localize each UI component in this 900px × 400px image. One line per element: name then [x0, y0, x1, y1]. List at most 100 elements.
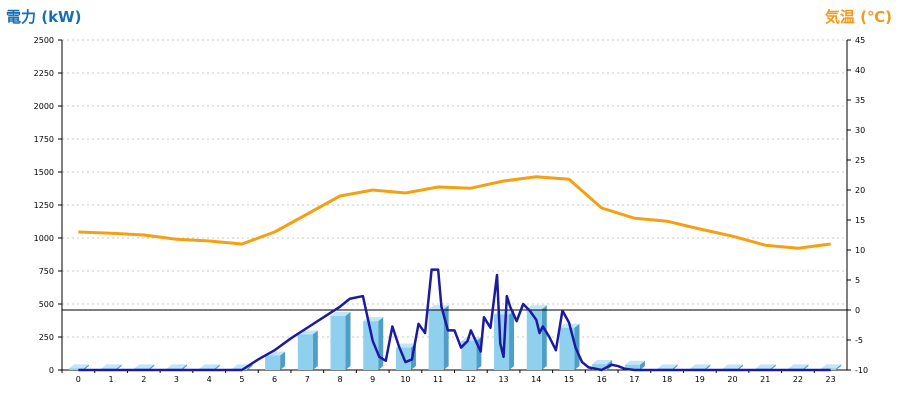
bar [297, 334, 313, 370]
bar-side [574, 323, 580, 370]
right-tick-label: 15 [855, 216, 865, 225]
bar-side [672, 364, 678, 370]
left-tick-label: 2500 [34, 36, 54, 45]
x-tick-label: 1 [109, 375, 114, 384]
bar-top [134, 364, 155, 369]
x-tick-label: 19 [695, 375, 705, 384]
right-axis-title: 気温 (℃) [824, 8, 892, 26]
bar-side [116, 364, 122, 370]
bar-top [723, 364, 744, 369]
bar-top [755, 364, 776, 369]
power-line [78, 268, 831, 372]
x-tick-label: 15 [564, 375, 574, 384]
bar-side [214, 364, 220, 370]
left-tick-label: 1250 [34, 201, 54, 210]
bar-top [526, 305, 547, 310]
bar-side [83, 364, 89, 370]
x-tick-label: 13 [498, 375, 508, 384]
left-tick-label: 750 [39, 267, 54, 276]
right-tick-label: -10 [855, 366, 868, 375]
x-tick-label: 12 [466, 375, 476, 384]
x-tick-label: 17 [629, 375, 639, 384]
right-tick-label: 25 [855, 156, 865, 165]
x-tick-label: 21 [760, 375, 770, 384]
right-tick-label: 5 [855, 276, 860, 285]
left-tick-label: 1000 [34, 234, 54, 243]
left-tick-label: 500 [39, 300, 54, 309]
x-tick-label: 11 [433, 375, 443, 384]
left-tick-label: 2250 [34, 69, 54, 78]
x-tick-label: 14 [531, 375, 541, 384]
bar-top [624, 360, 645, 365]
bar-side [541, 305, 547, 370]
bar-side [247, 364, 253, 370]
bar-top [428, 305, 449, 310]
x-tick-label: 23 [826, 375, 836, 384]
x-tick-label: 22 [793, 375, 803, 384]
bar-side [181, 364, 187, 370]
x-tick-label: 10 [400, 375, 410, 384]
x-tick-label: 2 [141, 375, 146, 384]
bar-top [199, 364, 220, 369]
x-tick-label: 0 [76, 375, 81, 384]
bar-top [101, 364, 122, 369]
bar [363, 321, 379, 370]
bar-side [705, 364, 711, 370]
x-tick-label: 16 [597, 375, 607, 384]
right-tick-label: 0 [855, 306, 860, 315]
x-tick-label: 3 [174, 375, 179, 384]
right-tick-label: -5 [855, 336, 863, 345]
x-tick-label: 8 [337, 375, 342, 384]
right-tick-label: 40 [855, 66, 865, 75]
bar-top [592, 360, 613, 365]
bar-side [312, 330, 318, 370]
bar [592, 364, 608, 370]
left-tick-label: 2000 [34, 102, 54, 111]
bar-side [149, 364, 155, 370]
left-tick-label: 1500 [34, 168, 54, 177]
right-tick-label: 20 [855, 186, 865, 195]
bar-top [330, 311, 351, 316]
bar-side [738, 364, 744, 370]
x-tick-label: 7 [305, 375, 310, 384]
bar [68, 368, 84, 370]
left-tick-label: 250 [39, 333, 54, 342]
right-tick-label: 35 [855, 96, 865, 105]
bar [428, 309, 444, 370]
bar-side [378, 317, 384, 370]
x-tick-label: 20 [727, 375, 737, 384]
bar-top [68, 364, 89, 369]
bar-top [395, 343, 416, 348]
bar [330, 315, 346, 370]
bar-top [821, 364, 842, 369]
bar-side [509, 310, 515, 370]
bar [265, 355, 281, 370]
bar [559, 327, 575, 370]
x-tick-label: 6 [272, 375, 277, 384]
left-tick-label: 0 [49, 366, 54, 375]
bar [494, 314, 510, 370]
bar-top [657, 364, 678, 369]
bar-top [166, 364, 187, 369]
bar-side [770, 364, 776, 370]
x-tick-label: 18 [662, 375, 672, 384]
bar [461, 340, 477, 370]
bar-top [690, 364, 711, 369]
bar-top [788, 364, 809, 369]
left-tick-label: 1750 [34, 135, 54, 144]
x-tick-label: 9 [370, 375, 375, 384]
bar-side [280, 351, 286, 370]
bar-side [803, 364, 809, 370]
x-tick-label: 4 [207, 375, 212, 384]
x-tick-label: 5 [239, 375, 244, 384]
bar [624, 364, 640, 370]
bar-side [345, 311, 351, 370]
temperature-line [78, 175, 831, 250]
bar-side [836, 364, 842, 370]
right-tick-label: 30 [855, 126, 865, 135]
bar-side [639, 360, 645, 370]
right-tick-label: 10 [855, 246, 865, 255]
left-axis-title: 電力 (kW) [6, 8, 82, 26]
right-tick-label: 45 [855, 36, 865, 45]
